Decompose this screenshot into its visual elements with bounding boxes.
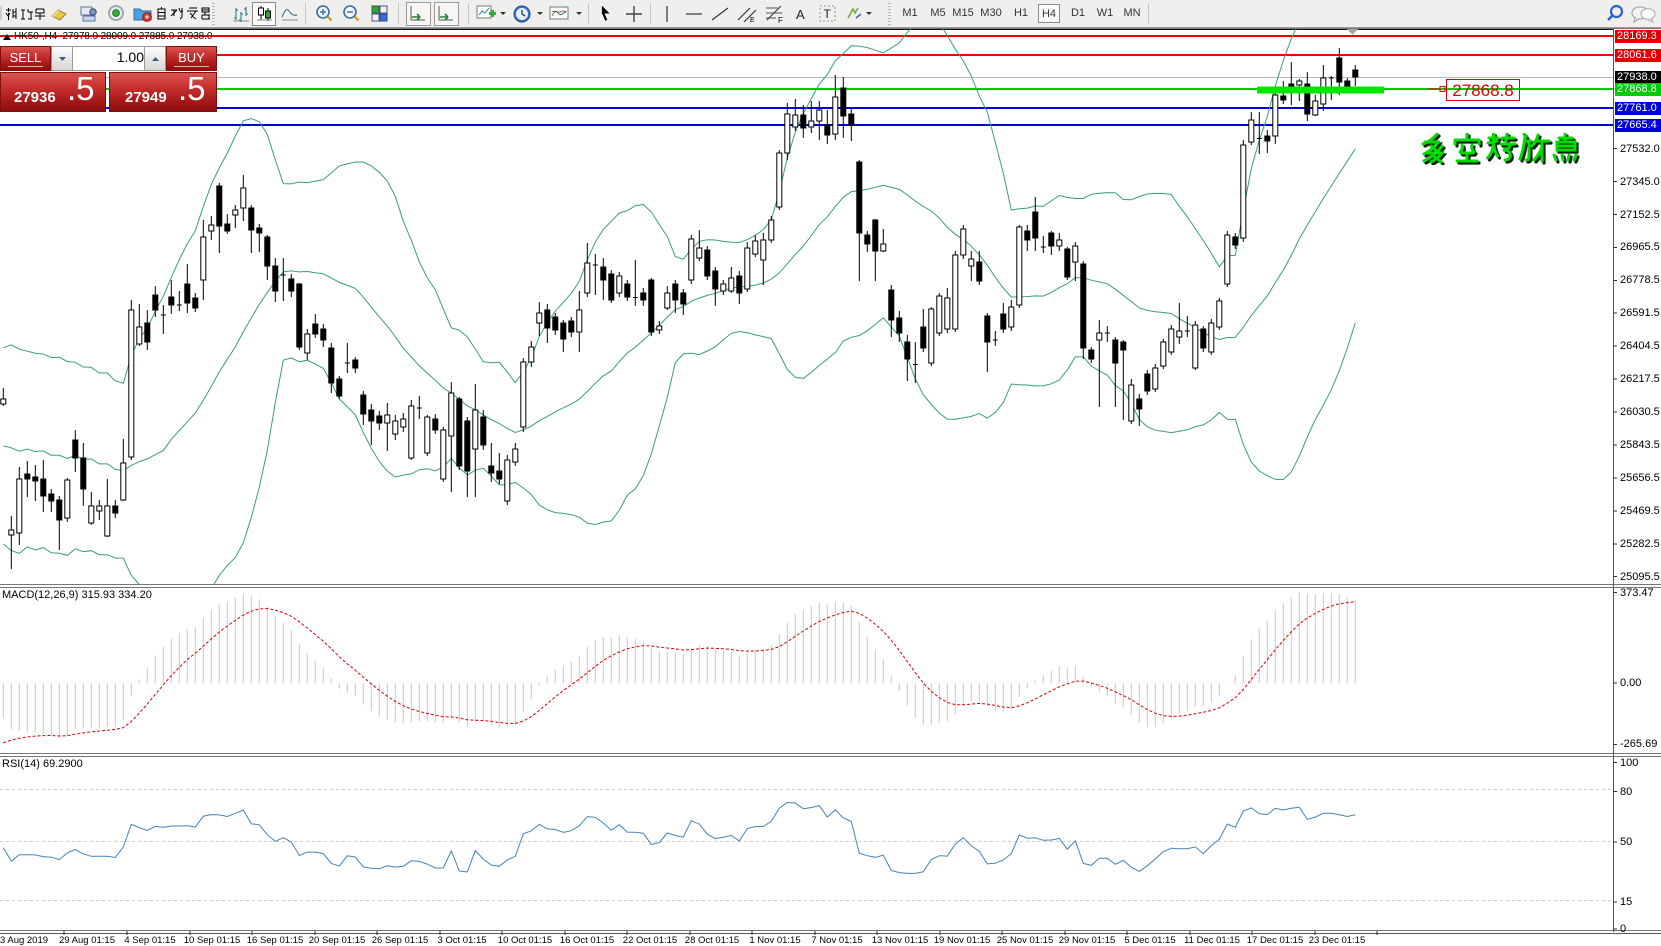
svg-text:F: F (778, 16, 783, 24)
svg-text:E: E (750, 17, 755, 24)
svg-text:T: T (824, 7, 832, 21)
